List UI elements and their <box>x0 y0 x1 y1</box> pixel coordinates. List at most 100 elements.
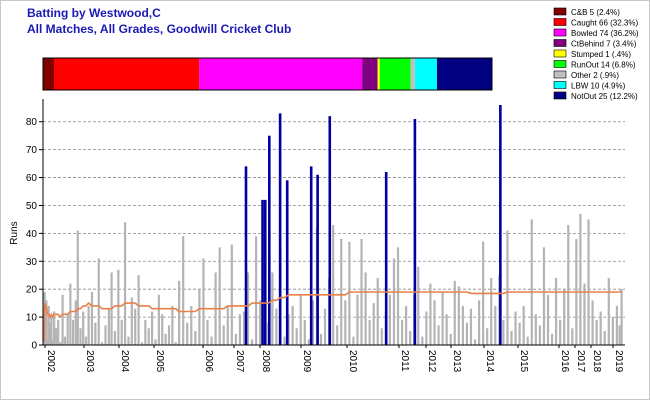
out-bar-46 <box>164 333 167 345</box>
notout-bar-10 <box>413 118 417 345</box>
legend-swatch-7 <box>553 81 567 89</box>
out-bar-131 <box>506 230 509 345</box>
out-bar-22 <box>84 336 87 345</box>
x-tick-label-2006: 2006 <box>203 350 214 373</box>
out-bar-33 <box>120 319 123 345</box>
out-bar-20 <box>79 328 82 345</box>
out-bar-60 <box>218 247 221 345</box>
out-bar-27 <box>101 342 104 345</box>
x-tick-label-2010: 2010 <box>347 350 358 373</box>
x-tick-label-2019: 2019 <box>613 350 624 373</box>
out-bar-53 <box>190 305 193 345</box>
out-bar-145 <box>563 289 566 345</box>
legend-swatch-4 <box>553 49 567 58</box>
out-bar-104 <box>396 247 400 345</box>
out-bar-36 <box>130 297 133 345</box>
x-tick-label-2013: 2013 <box>451 350 462 373</box>
out-bar-85 <box>319 333 323 345</box>
out-bar-26 <box>97 258 100 345</box>
out-bar-92 <box>348 241 351 345</box>
out-bar-51 <box>182 236 185 345</box>
dismissal-segment-1 <box>54 58 200 90</box>
x-tick-label-2005: 2005 <box>154 350 165 373</box>
notout-bar-9 <box>384 171 388 345</box>
out-bar-50 <box>178 280 181 345</box>
notout-bar-2 <box>263 199 267 345</box>
out-bar-99 <box>376 278 379 345</box>
out-bar-128 <box>494 305 497 345</box>
x-tick-label-2009: 2009 <box>301 350 312 373</box>
out-bar-62 <box>226 305 229 345</box>
out-bar-34 <box>123 222 127 345</box>
x-tick-label-2003: 2003 <box>84 350 95 373</box>
out-bar-103 <box>392 258 396 345</box>
x-tick-label-2016: 2016 <box>559 350 570 373</box>
out-bar-17 <box>71 319 75 345</box>
y-axis-label: Runs <box>9 221 20 244</box>
out-bar-94 <box>356 294 359 345</box>
dismissal-segment-6 <box>410 58 415 90</box>
out-bar-143 <box>554 278 558 345</box>
out-bar-106 <box>405 305 408 345</box>
out-bar-110 <box>421 336 424 345</box>
out-bar-151 <box>587 219 590 345</box>
out-bar-16 <box>69 283 72 345</box>
out-bar-116 <box>445 314 448 345</box>
out-bar-93 <box>352 336 355 345</box>
chart-subtitle: All Matches, All Grades, Goodwill Cricke… <box>27 22 291 36</box>
out-bar-150 <box>583 283 586 345</box>
out-bar-10 <box>55 328 58 345</box>
x-tick-label-2011: 2011 <box>399 350 410 372</box>
out-bar-73 <box>271 272 274 345</box>
out-bar-107 <box>409 331 412 345</box>
out-bar-40 <box>144 319 147 345</box>
out-bar-49 <box>174 342 177 345</box>
y-tick-label-60: 60 <box>26 173 38 184</box>
out-bar-12 <box>59 342 62 345</box>
legend: C&B 5 (2.4%) Caught 66 (32.3%)Bowled 74 (… <box>553 7 639 101</box>
out-bar-146 <box>567 225 570 345</box>
x-tick-label-2012: 2012 <box>426 350 437 373</box>
out-bar-137 <box>530 219 533 345</box>
out-bar-112 <box>429 283 432 345</box>
out-bar-65 <box>238 314 242 345</box>
out-bar-126 <box>486 328 489 345</box>
x-tick-label-2008: 2008 <box>260 350 271 373</box>
running-average <box>43 289 623 343</box>
out-bar-118 <box>453 280 456 345</box>
out-bar-48 <box>171 305 174 345</box>
legend-label-7: LBW 10 (4.9%) <box>571 82 626 91</box>
dismissal-segment-4 <box>377 58 380 90</box>
bars <box>42 105 623 346</box>
out-bar-115 <box>441 291 444 345</box>
out-bar-159 <box>618 325 621 345</box>
out-bar-28 <box>104 325 107 345</box>
legend-label-8: NotOut 25 (12.2%) <box>571 92 638 101</box>
y-tick-label-80: 80 <box>26 117 38 128</box>
legend-swatch-3 <box>553 39 567 47</box>
notout-bar-8 <box>328 116 332 346</box>
out-bar-139 <box>538 325 541 345</box>
y-tick-label-70: 70 <box>26 145 38 156</box>
out-bar-140 <box>542 247 546 345</box>
out-bar-149 <box>579 213 582 345</box>
axes: 0 10 20 30 40 50 60 70 80 2002 2003 2004 2005 2006 200… <box>26 99 625 373</box>
out-bar-32 <box>117 269 120 345</box>
legend-swatch-6 <box>553 70 567 79</box>
legend-label-0: C&B 5 (2.4%) <box>571 8 620 17</box>
legend-swatch-8 <box>553 91 567 100</box>
dismissal-segment-3 <box>362 58 378 90</box>
y-tick-label-20: 20 <box>26 285 38 296</box>
out-bar-88 <box>332 225 335 345</box>
x-tick-label-2007: 2007 <box>234 350 245 373</box>
out-bar-54 <box>194 331 197 345</box>
out-bar-117 <box>449 333 452 345</box>
out-bar-109 <box>417 266 420 345</box>
notout-bar-4 <box>278 113 282 345</box>
out-bar-100 <box>380 328 383 345</box>
out-bar-70 <box>259 300 262 345</box>
out-bar-127 <box>490 278 493 345</box>
x-tick-label-2004: 2004 <box>119 350 130 373</box>
out-bar-86 <box>323 308 327 345</box>
out-bar-37 <box>134 308 137 345</box>
